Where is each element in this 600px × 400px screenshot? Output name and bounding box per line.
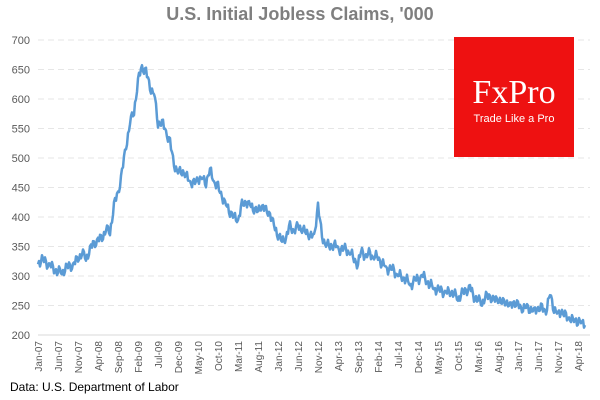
x-tick-label: Feb-14 bbox=[374, 341, 385, 373]
x-tick-label: May-15 bbox=[434, 341, 445, 375]
x-tick-label: Nov-12 bbox=[314, 341, 325, 374]
x-tick-label: Sep-13 bbox=[354, 341, 365, 374]
y-tick-label: 700 bbox=[12, 35, 30, 47]
series-line bbox=[36, 63, 587, 329]
x-tick-label: Dec-14 bbox=[414, 341, 425, 374]
x-tick-label: Apr-13 bbox=[334, 341, 345, 371]
logo-brand: FxPro bbox=[472, 74, 556, 111]
x-tick-label: Dec-09 bbox=[174, 341, 185, 374]
fxpro-logo: FxPro Trade Like a Pro bbox=[454, 37, 574, 157]
x-tick-label: Apr-18 bbox=[574, 341, 585, 371]
y-tick-label: 350 bbox=[12, 242, 30, 254]
x-tick-label: Jun-12 bbox=[294, 341, 305, 372]
y-tick-label: 550 bbox=[12, 124, 30, 136]
x-tick-label: Oct-10 bbox=[214, 341, 225, 371]
chart-title: U.S. Initial Jobless Claims, '000 bbox=[166, 4, 434, 24]
x-tick-label: Aug-11 bbox=[254, 341, 265, 373]
y-tick-label: 650 bbox=[12, 65, 30, 77]
x-tick-label: Jul-09 bbox=[154, 341, 165, 369]
y-tick-label: 200 bbox=[12, 330, 30, 342]
x-tick-label: Nov-17 bbox=[554, 341, 565, 374]
x-tick-label: Nov-07 bbox=[74, 341, 85, 374]
x-tick-label: Oct-15 bbox=[454, 341, 465, 371]
x-tick-label: Feb-09 bbox=[134, 341, 145, 373]
logo-tagline: Trade Like a Pro bbox=[473, 113, 555, 125]
y-tick-label: 450 bbox=[12, 183, 30, 195]
x-tick-label: Mar-16 bbox=[474, 341, 485, 373]
x-tick-label: Jan-07 bbox=[34, 341, 45, 372]
x-tick-label: Jun-07 bbox=[54, 341, 65, 372]
x-tick-label: Jul-14 bbox=[394, 341, 405, 369]
x-tick-label: Mar-11 bbox=[234, 341, 245, 372]
x-tick-label: Apr-08 bbox=[94, 341, 105, 371]
y-tick-label: 400 bbox=[12, 212, 30, 224]
y-tick-label: 300 bbox=[12, 271, 30, 283]
x-tick-label: Sep-08 bbox=[114, 341, 125, 374]
x-tick-label: Jun-17 bbox=[534, 341, 545, 372]
y-tick-label: 250 bbox=[12, 301, 30, 313]
x-tick-label: Aug-16 bbox=[494, 341, 505, 374]
y-tick-label: 500 bbox=[12, 153, 30, 165]
data-source: Data: U.S. Department of Labor bbox=[10, 380, 179, 394]
y-tick-label: 600 bbox=[12, 94, 30, 106]
x-tick-label: Jan-17 bbox=[514, 341, 525, 372]
x-tick-label: May-10 bbox=[194, 341, 205, 375]
x-tick-label: Jan-12 bbox=[274, 341, 285, 372]
